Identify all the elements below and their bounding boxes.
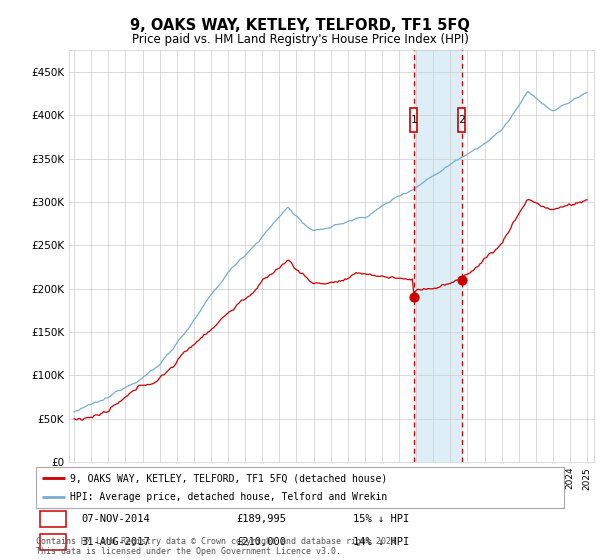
- Text: 2: 2: [50, 538, 56, 547]
- Text: 07-NOV-2014: 07-NOV-2014: [81, 514, 149, 524]
- Point: [457, 276, 466, 284]
- Text: 14% ↓ HPI: 14% ↓ HPI: [353, 538, 409, 547]
- Text: Price paid vs. HM Land Registry's House Price Index (HPI): Price paid vs. HM Land Registry's House …: [131, 32, 469, 46]
- Text: 2: 2: [458, 115, 465, 125]
- Point: [409, 293, 418, 302]
- Text: 31-AUG-2017: 31-AUG-2017: [81, 538, 149, 547]
- Bar: [458, 108, 465, 132]
- Bar: [40, 534, 65, 550]
- Text: 15% ↓ HPI: 15% ↓ HPI: [353, 514, 409, 524]
- Text: 1: 1: [410, 115, 417, 125]
- Text: 9, OAKS WAY, KETLEY, TELFORD, TF1 5FQ (detached house): 9, OAKS WAY, KETLEY, TELFORD, TF1 5FQ (d…: [70, 473, 388, 483]
- Bar: [410, 108, 417, 132]
- Bar: [40, 511, 65, 527]
- Bar: [413, 50, 461, 462]
- Text: 9, OAKS WAY, KETLEY, TELFORD, TF1 5FQ: 9, OAKS WAY, KETLEY, TELFORD, TF1 5FQ: [130, 18, 470, 32]
- Text: 1: 1: [50, 514, 56, 524]
- Text: Contains HM Land Registry data © Crown copyright and database right 2024.
This d: Contains HM Land Registry data © Crown c…: [36, 536, 401, 556]
- Text: £189,995: £189,995: [236, 514, 287, 524]
- Text: HPI: Average price, detached house, Telford and Wrekin: HPI: Average price, detached house, Telf…: [70, 492, 388, 502]
- Text: £210,000: £210,000: [236, 538, 287, 547]
